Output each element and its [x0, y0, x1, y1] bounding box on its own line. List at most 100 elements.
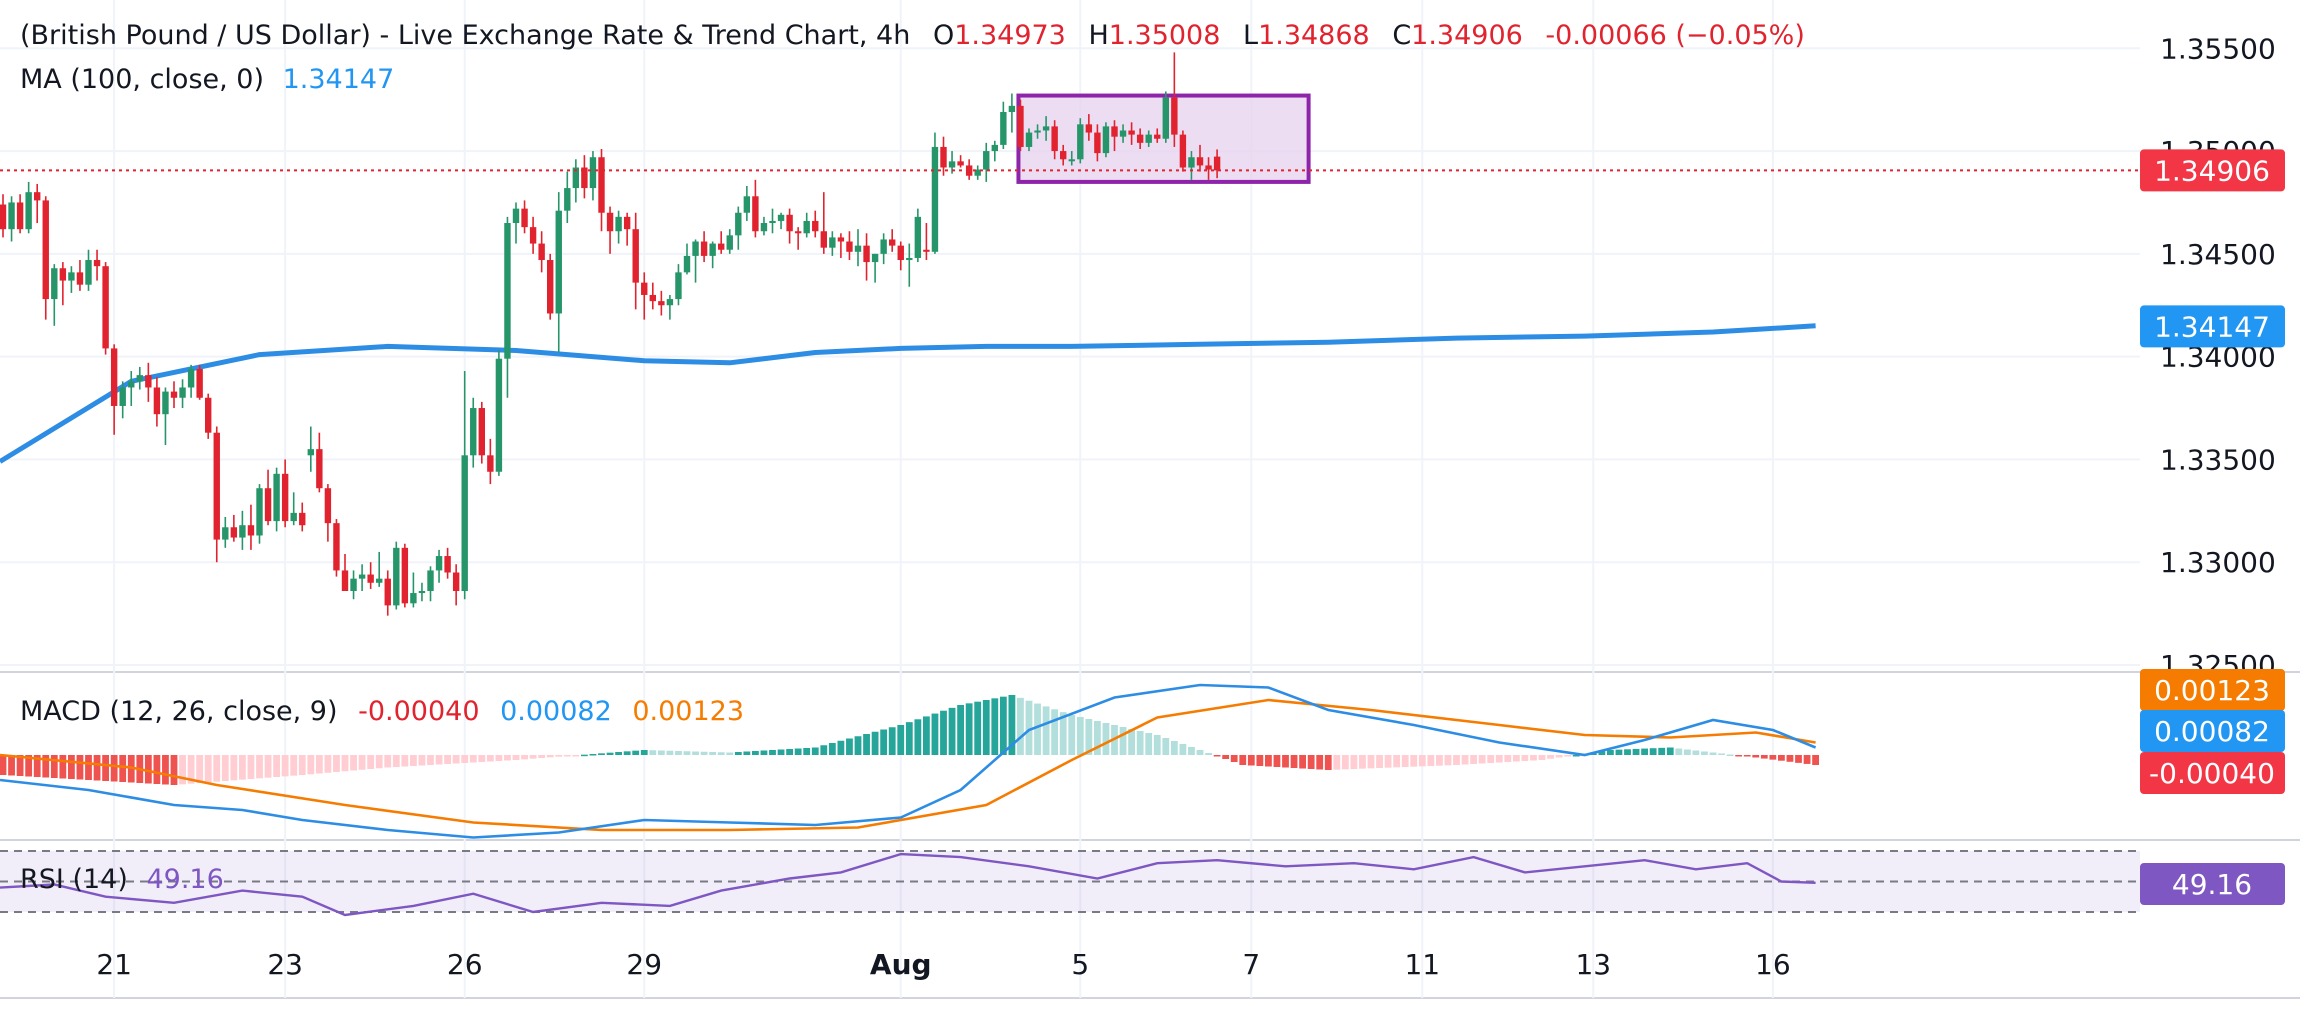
ma-badge: 1.34147: [2154, 310, 2270, 343]
candle: [914, 208, 922, 263]
candle-body: [837, 237, 845, 242]
candle-body: [1060, 151, 1067, 160]
candle-body: [367, 574, 374, 583]
macd-histogram-bar: [760, 750, 768, 755]
macd-histogram-bar: [196, 755, 204, 783]
macd-histogram-bar: [1410, 755, 1418, 767]
macd-histogram-bar: [110, 755, 118, 782]
macd-histogram-bar: [820, 745, 828, 755]
candle-body: [1068, 159, 1075, 162]
candle: [1085, 114, 1093, 141]
candle-body: [846, 241, 853, 252]
candle: [1179, 130, 1187, 172]
candle: [230, 514, 238, 542]
candle-body: [1179, 134, 1187, 168]
macd-histogram-bar: [717, 752, 725, 755]
change-value: -0.00066 (−0.05%): [1545, 20, 1805, 51]
macd-histogram-bar: [1735, 755, 1743, 757]
macd-histogram-bar: [452, 755, 460, 764]
macd-histogram-bar: [435, 755, 443, 765]
macd-histogram-bar: [1436, 755, 1443, 766]
candle-body: [299, 512, 306, 526]
low-value: 1.34868: [1258, 20, 1370, 51]
candle: [1008, 93, 1016, 133]
candle-body: [863, 245, 870, 263]
macd-histogram-bar: [444, 755, 451, 764]
time-tick-label: 29: [626, 948, 662, 981]
candle-body: [213, 432, 220, 540]
macd-histogram-bar: [914, 719, 922, 755]
candle: [145, 362, 152, 402]
candle: [512, 202, 520, 244]
candle: [222, 516, 229, 548]
macd-histogram-bar: [538, 755, 546, 758]
open-label: O: [932, 20, 955, 51]
candle-body: [718, 243, 725, 250]
last-price-badge-bg: [2140, 149, 2285, 192]
candle: [299, 502, 306, 532]
macd-histogram-bar: [59, 755, 67, 779]
candle: [1017, 99, 1024, 152]
candle-body: [700, 241, 708, 256]
candle-body: [983, 151, 990, 170]
candle-body: [59, 268, 67, 281]
candle-body: [0, 204, 7, 230]
candle: [786, 208, 793, 244]
candle-body: [222, 527, 229, 540]
macd-histogram-bar: [1769, 755, 1777, 760]
candle: [461, 371, 468, 600]
macd-histogram-bar: [1615, 749, 1623, 755]
macd-histogram-bar: [1641, 748, 1648, 755]
macd-histogram-bar: [1119, 727, 1127, 755]
macd-histogram-bar: [486, 755, 494, 762]
candle-body: [8, 202, 15, 230]
macd-histogram-bar: [1418, 755, 1426, 767]
candle-body: [606, 212, 614, 232]
macd-histogram-bar: [734, 752, 742, 755]
candle: [1162, 91, 1169, 143]
macd-histogram-bar: [392, 755, 400, 767]
candle-body: [803, 220, 810, 234]
candle: [1119, 124, 1127, 143]
candle: [1154, 128, 1161, 143]
candle-body: [615, 216, 622, 232]
macd-histogram-bar: [1034, 703, 1041, 755]
macd-histogram-bar: [221, 755, 229, 781]
macd-pane: [0, 683, 1819, 839]
macd-histogram-bar: [1324, 755, 1332, 770]
macd-histogram-bar: [418, 755, 426, 766]
candle: [0, 194, 7, 238]
candle: [880, 233, 887, 265]
macd-histogram-bar: [119, 755, 127, 782]
candle-body: [42, 200, 49, 300]
macd-histogram-bar: [273, 755, 280, 777]
candle: [649, 282, 656, 310]
macd-histogram-bar: [1495, 755, 1503, 763]
macd-histogram-bar: [333, 755, 340, 772]
macd-line-value: 0.00082: [500, 696, 612, 727]
candle: [615, 210, 622, 244]
macd-histogram-bar: [529, 755, 537, 759]
candle: [820, 192, 827, 254]
macd-histogram-bar: [606, 752, 614, 755]
macd-histogram-bar: [1512, 755, 1520, 762]
candle: [1205, 157, 1212, 180]
candle: [1025, 128, 1033, 152]
macd-signal-line: [0, 698, 1816, 832]
macd-histogram-bar: [1384, 755, 1392, 768]
macd-histogram-bar: [264, 755, 272, 778]
candle: [444, 547, 451, 579]
candle: [153, 377, 161, 427]
candle: [358, 564, 366, 591]
macd-histogram-bar: [1042, 706, 1050, 755]
candle: [931, 132, 939, 254]
candle: [8, 196, 15, 242]
macd-histogram-bar: [1478, 755, 1486, 764]
candle: [128, 371, 135, 406]
candle: [718, 231, 725, 254]
candle-body: [692, 241, 699, 256]
candle-body: [239, 525, 246, 538]
candle-body: [478, 408, 485, 456]
candle: [564, 171, 571, 224]
